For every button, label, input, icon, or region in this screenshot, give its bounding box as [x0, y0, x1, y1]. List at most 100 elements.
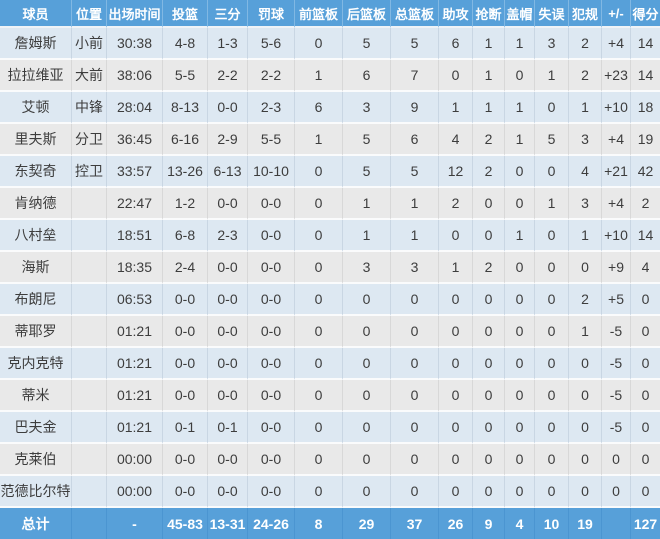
stat-cell: 01:21: [107, 380, 163, 412]
stat-cell: 22:47: [107, 188, 163, 220]
stat-cell: 42: [631, 156, 660, 188]
stat-cell: 0-0: [163, 476, 208, 508]
stat-cell: 00:00: [107, 444, 163, 476]
stat-cell: 0: [343, 284, 391, 316]
stat-cell: 3: [569, 124, 602, 156]
player-name-cell: 范德比尔特: [0, 476, 72, 508]
stat-cell: 0: [631, 284, 660, 316]
stat-cell: 0: [473, 220, 505, 252]
column-header-10: 抢断: [473, 0, 505, 28]
stat-cell: 2: [473, 156, 505, 188]
stat-cell: 1-2: [163, 188, 208, 220]
stat-cell: 6: [439, 28, 473, 60]
stat-cell: 1: [505, 92, 535, 124]
stat-cell: +10: [602, 92, 631, 124]
stat-cell: 30:38: [107, 28, 163, 60]
stat-cell: 0-0: [248, 316, 295, 348]
stat-cell: 1: [295, 60, 343, 92]
column-header-11: 盖帽: [505, 0, 535, 28]
stat-cell: +5: [602, 284, 631, 316]
stat-cell: 0: [569, 252, 602, 284]
stat-cell: 0: [505, 348, 535, 380]
stat-cell: 0: [505, 60, 535, 92]
stat-cell: 0-0: [208, 444, 248, 476]
stat-cell: 0: [569, 380, 602, 412]
stat-cell: 1: [343, 188, 391, 220]
stat-cell: 0: [535, 412, 569, 444]
stat-cell: 2: [569, 28, 602, 60]
column-header-13: 犯规: [569, 0, 602, 28]
stat-cell: -5: [602, 316, 631, 348]
column-header-15: 得分: [631, 0, 660, 28]
table-body: 詹姆斯 小前 30:38 4-8 1-3 5-6 0 5 5 6 1 1 3 2 +4 14 拉拉维亚 大前 38:…: [0, 28, 660, 508]
stat-cell: 0: [343, 380, 391, 412]
stat-cell: 1: [505, 220, 535, 252]
stat-cell: 0: [391, 316, 439, 348]
stat-cell: 2-9: [208, 124, 248, 156]
stat-cell: 0: [295, 380, 343, 412]
stat-cell: [72, 380, 107, 412]
column-header-8: 总篮板: [391, 0, 439, 28]
stat-cell: 14: [631, 28, 660, 60]
player-name-cell: 克莱伯: [0, 444, 72, 476]
stat-cell: 2-3: [208, 220, 248, 252]
player-name-cell: 布朗尼: [0, 284, 72, 316]
stat-cell: 0: [295, 252, 343, 284]
stat-cell: 2-2: [248, 60, 295, 92]
stat-cell: +4: [602, 124, 631, 156]
total-stat-cell: 45-83: [163, 508, 208, 539]
stat-cell: 1: [391, 220, 439, 252]
stat-cell: 0: [343, 444, 391, 476]
stat-cell: 0-0: [163, 380, 208, 412]
stat-cell: 0: [569, 412, 602, 444]
stat-cell: 8-13: [163, 92, 208, 124]
stat-cell: 0: [343, 316, 391, 348]
stat-cell: 0: [295, 348, 343, 380]
stat-cell: 0-0: [248, 412, 295, 444]
stat-cell: 0: [391, 412, 439, 444]
column-header-6: 前篮板: [295, 0, 343, 28]
stat-cell: 0: [295, 316, 343, 348]
stat-cell: [72, 188, 107, 220]
stat-cell: 0: [631, 476, 660, 508]
stat-cell: 9: [391, 92, 439, 124]
stat-cell: 6: [391, 124, 439, 156]
table-row: 海斯 18:35 2-4 0-0 0-0 0 3 3 1 2 0 0 0 +9 4: [0, 252, 660, 284]
stat-cell: 0: [631, 348, 660, 380]
stat-cell: 0: [473, 316, 505, 348]
total-stat-cell: 24-26: [248, 508, 295, 539]
stat-cell: 12: [439, 156, 473, 188]
column-header-0: 球员: [0, 0, 72, 28]
stat-cell: 0-0: [248, 284, 295, 316]
stat-cell: 36:45: [107, 124, 163, 156]
stat-cell: 0: [505, 188, 535, 220]
player-name-cell: 东契奇: [0, 156, 72, 188]
stat-cell: 0-0: [208, 252, 248, 284]
stat-cell: 0: [439, 444, 473, 476]
stat-cell: 0-0: [248, 444, 295, 476]
stat-cell: 分卫: [72, 124, 107, 156]
stat-cell: 0: [505, 476, 535, 508]
stat-cell: 0: [535, 380, 569, 412]
stat-cell: 06:53: [107, 284, 163, 316]
stat-cell: 0: [602, 476, 631, 508]
column-header-14: +/-: [602, 0, 631, 28]
stat-cell: 0-0: [208, 476, 248, 508]
stat-cell: 3: [535, 28, 569, 60]
stat-cell: 0: [535, 252, 569, 284]
stat-cell: 0: [295, 444, 343, 476]
stat-cell: 2-2: [208, 60, 248, 92]
stat-cell: 1: [391, 188, 439, 220]
stat-cell: 中锋: [72, 92, 107, 124]
column-header-4: 三分: [208, 0, 248, 28]
stat-cell: 0: [295, 188, 343, 220]
stat-cell: 0: [343, 348, 391, 380]
total-stat-cell: 26: [439, 508, 473, 539]
stat-cell: 0-0: [163, 444, 208, 476]
stat-cell: 0-0: [248, 380, 295, 412]
stat-cell: 1: [439, 92, 473, 124]
stat-cell: 5: [343, 28, 391, 60]
stat-cell: 2: [439, 188, 473, 220]
stat-cell: 0-0: [248, 188, 295, 220]
